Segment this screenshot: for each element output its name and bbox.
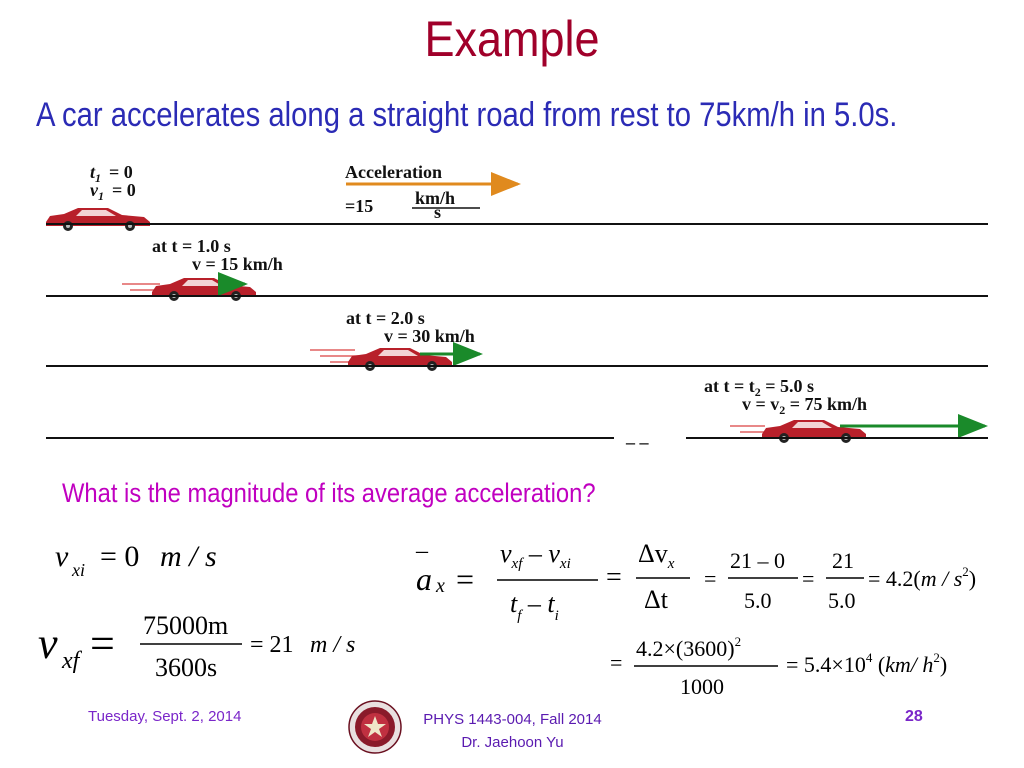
svg-text:v: v [55,540,69,573]
svg-text:4.2×(3600)2: 4.2×(3600)2 [636,634,741,661]
svg-text:v = v2 = 75 km/h: v = v2 = 75 km/h [742,394,867,417]
svg-text:=: = [456,561,474,597]
svg-text:km/h: km/h [415,188,455,208]
svg-text:v: v [38,619,58,668]
stage-2-labels: at t = 2.0 s v = 30 km/h [346,308,475,346]
svg-text:=: = [704,566,716,591]
svg-text:s: s [434,202,441,222]
svg-text:75000m: 75000m [143,611,228,640]
svg-text:x: x [435,575,445,597]
svg-text:=15: =15 [345,196,373,216]
footer-date: Tuesday, Sept. 2, 2014 [88,708,242,725]
footer-instructor: Dr. Jaehoon Yu [461,734,564,751]
svg-text:Δt: Δt [644,585,669,614]
svg-text:= 5.4×104 (km/ h2): = 5.4×104 (km/ h2) [786,650,947,677]
svg-text:5.0: 5.0 [828,588,856,613]
svg-text:= 21: = 21 [250,632,294,658]
svg-text:at t = t2 = 5.0 s: at t = t2 = 5.0 s [704,376,814,399]
svg-text:m / s: m / s [310,632,355,658]
svg-text:xi: xi [71,560,85,580]
svg-text:vxf – vxi: vxf – vxi [500,539,571,572]
svg-text:= 4.2(m / s2): = 4.2(m / s2) [868,564,976,591]
svg-text:at t = 2.0 s: at t = 2.0 s [346,308,425,328]
stage-1-labels: at t = 1.0 s v = 15 km/h [152,236,283,274]
eq-conversion: = 4.2×(3600)2 1000 = 5.4×104 (km/ h2) [610,634,947,699]
stage-0-labels: t1 = 0 v1 = 0 [90,162,136,203]
svg-text:= 0: = 0 [100,540,139,573]
svg-text:–: – [415,538,429,564]
university-seal-logo [348,700,402,754]
svg-text:Δvx: Δvx [638,539,675,572]
footer-course-name: PHYS 1443-004, Fall 2014 [423,711,602,728]
page-number: 28 [905,708,923,725]
car-stage-1 [152,278,256,301]
svg-text:v = 30 km/h: v = 30 km/h [384,326,475,346]
car-stage-2 [348,348,452,371]
svg-text:=: = [90,619,115,668]
svg-text:3600s: 3600s [155,653,217,682]
slide-title: Example [424,11,600,67]
motion-streaks-3 [730,425,768,433]
svg-text:v = 15 km/h: v = 15 km/h [192,254,283,274]
v1-label: v1 = 0 [90,180,136,203]
svg-text:=: = [606,562,622,593]
road-gap: _ _ [625,426,650,446]
svg-text:21: 21 [832,548,854,573]
slide-subtitle: A car accelerates along a straight road … [36,96,898,134]
svg-text:a: a [416,561,432,597]
equations: v xi = 0 m / s v xf = 75000m 3600s = 21 … [38,538,976,699]
eq-ax: – a x = vxf – vxi tf – ti = Δvx Δt = 21 … [415,538,976,624]
svg-text:1000: 1000 [680,674,724,699]
svg-text:Acceleration: Acceleration [345,162,442,182]
question-text: What is the magnitude of its average acc… [62,478,596,508]
t1-label: t1 = 0 [90,162,133,185]
footer-course: PHYS 1443-004, Fall 2014 Dr. Jaehoon Yu [380,708,645,754]
acceleration-indicator: Acceleration =15 km/h s [345,162,521,222]
svg-text:=: = [610,650,622,675]
svg-text:5.0: 5.0 [744,588,772,613]
svg-text:at t = 1.0 s: at t = 1.0 s [152,236,231,256]
svg-text:tf – ti: tf – ti [510,589,559,624]
svg-text:xf: xf [61,648,83,674]
eq-vxf: v xf = 75000m 3600s = 21 m / s [38,611,355,682]
svg-text:=: = [802,566,814,591]
eq-vxi: v xi = 0 m / s [55,540,217,580]
car-stage-0 [46,208,150,231]
car-stage-3 [762,420,866,443]
stage-3-labels: at t = t2 = 5.0 s v = v2 = 75 km/h [704,376,867,417]
svg-text:21 – 0: 21 – 0 [730,548,785,573]
svg-text:m / s: m / s [160,540,217,573]
car-acceleration-figure: t1 = 0 v1 = 0 Acceleration =15 km/h s at t… [46,162,988,446]
